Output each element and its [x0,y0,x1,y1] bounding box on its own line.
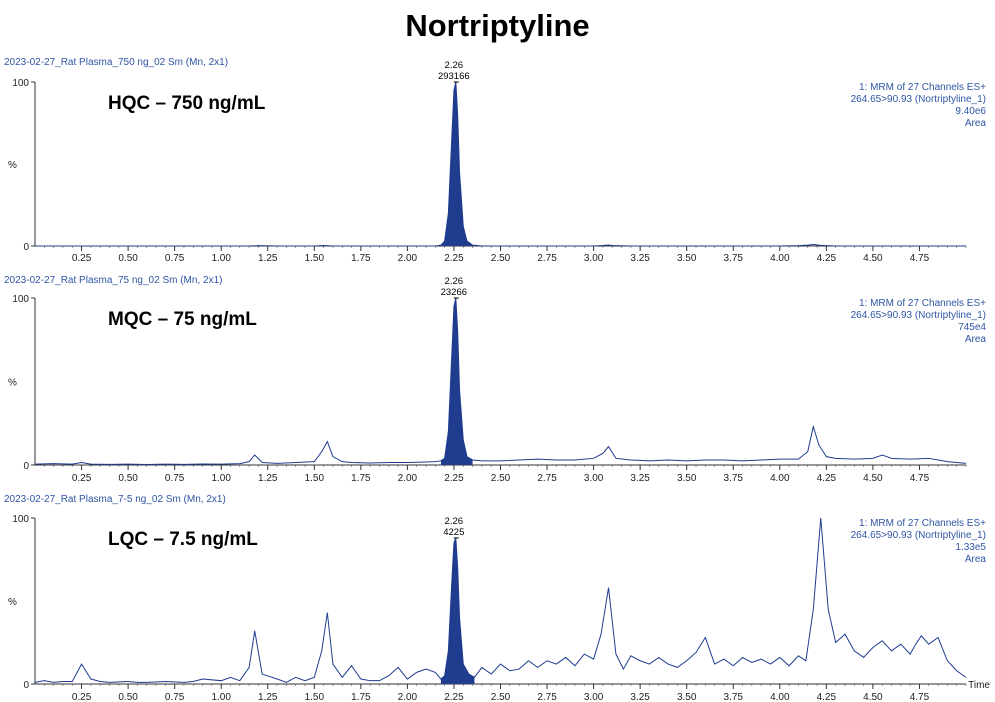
y-axis-label: % [8,160,17,171]
channel-info-line: 1: MRM of 27 Channels ES+ [859,298,986,309]
x-tick-label: 1.25 [258,692,278,702]
x-tick-label: 0.25 [72,473,92,484]
x-tick-label: 0.75 [165,692,185,702]
peak-rt-label: 2.26 [445,276,464,287]
x-tick-label: 4.25 [817,253,837,264]
x-tick-label: 3.50 [677,692,697,702]
x-tick-label: 1.00 [211,253,231,264]
x-tick-label: 1.25 [258,253,278,264]
x-tick-label: 2.25 [444,473,464,484]
x-tick-label: 4.25 [817,692,837,702]
x-tick-label: 3.75 [724,253,744,264]
x-tick-label: 1.50 [305,253,325,264]
x-tick-label: 0.50 [118,253,138,264]
y-tick-label: 0 [23,680,29,691]
x-tick-label: 2.00 [398,692,418,702]
y-tick-label: 100 [12,294,29,305]
y-tick-label: 0 [23,242,29,253]
y-tick-label: 100 [12,514,29,525]
x-tick-label: 1.00 [211,473,231,484]
x-tick-label: 1.50 [305,692,325,702]
x-axis-label: Time [968,680,990,691]
x-tick-label: 2.75 [537,692,557,702]
x-tick-label: 3.00 [584,473,604,484]
x-tick-label: 4.50 [863,253,883,264]
channel-info-line: 745e4 [958,322,986,333]
x-tick-label: 3.25 [630,692,650,702]
qc-level-label: MQC – 75 ng/mL [108,309,257,330]
channel-info-line: Area [965,334,987,345]
x-tick-label: 2.00 [398,253,418,264]
x-tick-label: 2.50 [491,253,511,264]
page-title: Nortriptyline [405,8,590,43]
channel-info-line: Area [965,554,987,565]
x-tick-label: 0.75 [165,473,185,484]
peak-area-label: 23266 [441,287,467,298]
channel-info-line: 264.65>90.93 (Nortriptyline_1) [851,310,986,321]
x-tick-label: 2.25 [444,692,464,702]
x-tick-label: 4.00 [770,473,790,484]
x-tick-label: 4.75 [910,473,930,484]
sample-header: 2023-02-27_Rat Plasma_750 ng_02 Sm (Mn, … [4,57,228,68]
x-tick-label: 2.75 [537,253,557,264]
sample-header: 2023-02-27_Rat Plasma_7-5 ng_02 Sm (Mn, … [4,494,226,505]
chromatogram-trace [34,517,967,683]
x-tick-label: 1.75 [351,253,371,264]
channel-info-line: Area [965,118,987,129]
x-tick-label: 4.50 [863,473,883,484]
x-tick-label: 3.50 [677,253,697,264]
x-tick-label: 4.50 [863,692,883,702]
x-tick-label: 0.75 [165,253,185,264]
x-tick-label: 3.75 [724,473,744,484]
x-tick-label: 1.00 [211,692,231,702]
x-tick-label: 2.00 [398,473,418,484]
x-tick-label: 0.50 [118,692,138,702]
y-tick-label: 100 [12,78,29,89]
integrated-peak-area [440,537,475,684]
channel-info-line: 264.65>90.93 (Nortriptyline_1) [851,530,986,541]
x-tick-label: 4.25 [817,473,837,484]
y-tick-label: 0 [23,461,29,472]
sample-header: 2023-02-27_Rat Plasma_75 ng_02 Sm (Mn, 2… [4,275,222,286]
channel-info-line: 1: MRM of 27 Channels ES+ [859,518,986,529]
x-tick-label: 1.75 [351,692,371,702]
x-tick-label: 1.25 [258,473,278,484]
x-tick-label: 0.25 [72,692,92,702]
chromatogram-trace [35,81,966,247]
chromatogram-trace [34,297,967,465]
x-tick-label: 0.50 [118,473,138,484]
x-tick-label: 4.00 [770,253,790,264]
x-tick-label: 2.25 [444,253,464,264]
x-tick-label: 3.75 [724,692,744,702]
x-tick-label: 2.75 [537,473,557,484]
x-tick-label: 1.75 [351,473,371,484]
qc-level-label: LQC – 7.5 ng/mL [108,529,258,550]
x-tick-label: 3.00 [584,253,604,264]
x-tick-label: 4.75 [910,692,930,702]
y-axis-label: % [8,597,17,608]
x-tick-label: 3.25 [630,473,650,484]
channel-info-line: 9.40e6 [955,106,986,117]
channel-info-line: 1.33e5 [955,542,986,553]
x-tick-label: 1.50 [305,473,325,484]
peak-rt-label: 2.26 [445,516,464,527]
x-tick-label: 3.00 [584,692,604,702]
peak-area-label: 4225 [443,527,464,538]
x-tick-label: 3.50 [677,473,697,484]
qc-level-label: HQC – 750 ng/mL [108,93,266,114]
x-tick-label: 2.50 [491,473,511,484]
x-tick-label: 2.50 [491,692,511,702]
x-tick-label: 0.25 [72,253,92,264]
peak-rt-label: 2.26 [445,60,464,71]
peak-area-label: 293166 [438,71,470,82]
x-tick-label: 3.25 [630,253,650,264]
channel-info-line: 1: MRM of 27 Channels ES+ [859,82,986,93]
x-tick-label: 4.00 [770,692,790,702]
x-tick-label: 4.75 [910,253,930,264]
y-axis-label: % [8,378,17,389]
channel-info-line: 264.65>90.93 (Nortriptyline_1) [851,94,986,105]
